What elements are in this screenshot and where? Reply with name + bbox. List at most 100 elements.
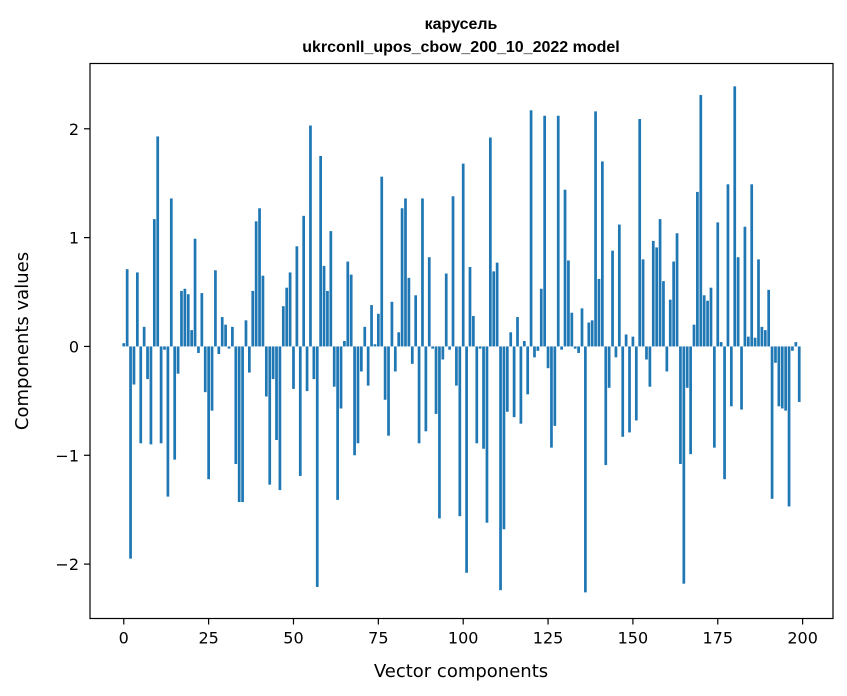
bar [607, 346, 611, 388]
bar [529, 110, 533, 347]
bar [329, 231, 333, 347]
bar [244, 320, 248, 347]
bar [580, 308, 584, 347]
bar [220, 317, 224, 347]
bar [292, 346, 295, 389]
bar [465, 346, 468, 573]
bar [757, 259, 760, 347]
bar [556, 115, 560, 347]
y-tick-label: 1 [69, 229, 79, 248]
bar [407, 277, 411, 347]
bar [638, 119, 642, 347]
chart-title-line-2: ukrconll_upos_cbow_200_10_2022 model [302, 39, 619, 56]
bar [237, 346, 241, 503]
bar [278, 346, 282, 491]
bar [305, 346, 309, 392]
bar [312, 346, 316, 380]
bar [536, 346, 540, 351]
bar [685, 346, 689, 388]
bar [522, 341, 526, 347]
bar [149, 346, 153, 445]
bar [791, 346, 794, 351]
bar [349, 274, 353, 347]
bar [156, 136, 160, 347]
bar [753, 337, 757, 347]
bar [512, 346, 516, 418]
bar [662, 281, 665, 347]
bar [248, 346, 251, 373]
x-tick-label: 175 [702, 629, 733, 648]
bar [176, 346, 180, 374]
bar [679, 346, 682, 464]
x-tick-label: 0 [119, 629, 129, 648]
bar [383, 346, 387, 400]
bar [366, 346, 370, 386]
bar [298, 346, 302, 476]
bar [617, 224, 621, 347]
x-tick-label: 125 [533, 629, 564, 648]
y-tick-label: −1 [55, 446, 79, 465]
bar [190, 330, 194, 347]
bar [288, 272, 292, 347]
bar [485, 346, 489, 523]
bar [733, 86, 737, 347]
bar [746, 336, 750, 347]
bar [346, 261, 350, 347]
bar [495, 262, 499, 347]
bar [231, 326, 234, 347]
bar [601, 161, 604, 347]
bar [699, 95, 703, 347]
bar [315, 346, 319, 587]
bar [546, 346, 550, 369]
bar [431, 346, 435, 349]
bar [665, 346, 669, 372]
bar [360, 346, 363, 372]
bar [719, 342, 723, 347]
bar [777, 346, 781, 407]
bar [336, 346, 339, 500]
bar [478, 346, 482, 349]
y-tick-label: 0 [69, 337, 79, 356]
bar [648, 346, 652, 387]
bar [210, 346, 214, 411]
bar [723, 346, 726, 480]
bar [455, 346, 458, 386]
bar [550, 346, 553, 448]
bar [645, 346, 648, 360]
bar [441, 346, 445, 360]
bar [186, 294, 190, 347]
bar [376, 313, 380, 347]
bar [309, 125, 312, 347]
bar [203, 346, 207, 393]
bar [146, 346, 149, 380]
bar [743, 226, 747, 347]
bar [655, 247, 659, 347]
bar [526, 346, 530, 395]
plot-frame [89, 62, 834, 620]
bar [322, 265, 326, 347]
bar [794, 342, 798, 347]
bar [166, 346, 170, 497]
bar [400, 208, 404, 347]
bar [780, 346, 784, 409]
bar [258, 208, 261, 347]
bar [750, 184, 754, 347]
bar [763, 330, 767, 347]
bar [363, 326, 367, 347]
bar [370, 305, 373, 347]
bar [444, 273, 448, 347]
bar [611, 250, 614, 347]
bar [217, 346, 221, 355]
bar [434, 346, 438, 414]
bar [417, 346, 421, 444]
bar [543, 115, 547, 347]
bar [488, 137, 492, 347]
x-tick-label: 25 [198, 629, 218, 648]
bar [740, 346, 743, 410]
bar [634, 346, 638, 421]
bar [726, 184, 730, 347]
bar [482, 346, 485, 449]
bar [343, 341, 346, 347]
bar [767, 289, 771, 347]
bar [784, 346, 788, 411]
